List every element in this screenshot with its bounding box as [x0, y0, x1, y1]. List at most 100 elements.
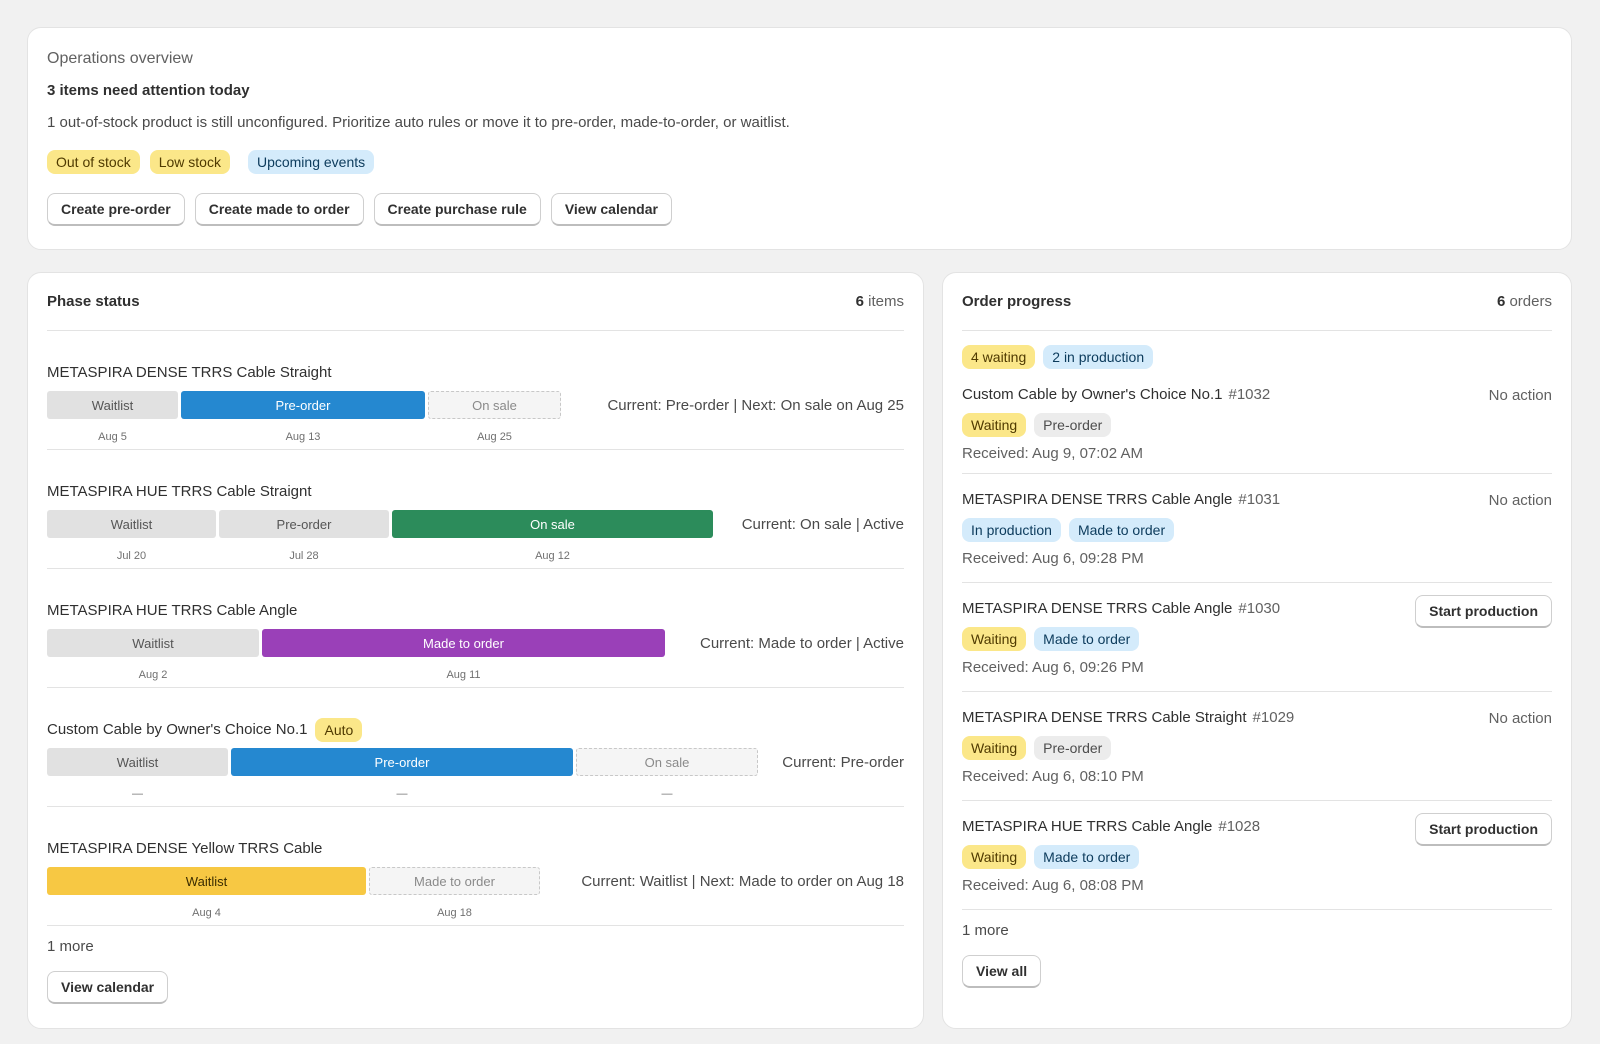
order-type-badge: Made to order: [1034, 627, 1140, 651]
phase-item: METASPIRA HUE TRRS Cable Angle Waitlist …: [47, 569, 904, 688]
order-count: 6 orders: [1497, 293, 1552, 310]
order-count-value: 6: [1496, 293, 1506, 310]
upcoming-events-badge: Upcoming events: [247, 150, 375, 174]
view-all-orders-button[interactable]: View all: [962, 955, 1042, 988]
waiting-filter-badge[interactable]: 4 waiting: [962, 345, 1036, 369]
phase-date: Aug 13: [285, 431, 321, 443]
phase-item: METASPIRA DENSE Yellow TRRS Cable Waitli…: [47, 807, 904, 926]
phase-segment-waitlist: Waitlist: [47, 391, 178, 419]
phase-more-link: 1 more: [47, 938, 94, 955]
phase-item-name: METASPIRA DENSE Yellow TRRS Cable: [47, 840, 323, 857]
order-product-name: METASPIRA DENSE TRRS Cable Straight: [962, 709, 1247, 726]
overview-headline: 3 items need attention today: [47, 82, 250, 99]
order-received: Received: Aug 9, 07:02 AM: [962, 445, 1143, 462]
phase-date: Jul 20: [116, 550, 147, 562]
order-received: Received: Aug 6, 08:08 PM: [962, 877, 1144, 894]
auto-badge: Auto: [315, 718, 363, 742]
create-purchase-rule-button[interactable]: Create purchase rule: [373, 193, 541, 226]
operations-overview-card: Operations overview 3 items need attenti…: [27, 27, 1572, 250]
order-status-badge: In production: [962, 518, 1061, 542]
order-product-name: Custom Cable by Owner's Choice No.1: [962, 386, 1223, 403]
phase-date: Jul 28: [289, 550, 319, 562]
phase-segment-on-sale: On sale: [576, 748, 758, 776]
order-received: Received: Aug 6, 09:26 PM: [962, 659, 1144, 676]
phase-date: Aug 2: [138, 669, 168, 681]
order-type-badge: Pre-order: [1034, 413, 1112, 437]
order-status-badge: Waiting: [962, 736, 1027, 760]
phase-item: METASPIRA DENSE TRRS Cable Straight Wait…: [47, 331, 904, 450]
phase-date: Aug 5: [98, 431, 127, 443]
phase-segment-waitlist: Waitlist: [47, 867, 366, 895]
phase-date: Aug 25: [477, 431, 512, 443]
phase-segment-waitlist: Waitlist: [47, 629, 259, 657]
phase-timeline: Waitlist Pre-order On sale: [47, 748, 758, 776]
phase-item: METASPIRA HUE TRRS Cable Straignt Waitli…: [47, 450, 904, 569]
phase-segment-pre-order: Pre-order: [219, 510, 389, 538]
order-product-name: METASPIRA DENSE TRRS Cable Angle: [962, 600, 1233, 617]
phase-item-name: METASPIRA DENSE TRRS Cable Straight: [47, 364, 332, 381]
start-production-button[interactable]: Start production: [1415, 595, 1552, 628]
phase-count-label: items: [868, 293, 904, 310]
out-of-stock-badge: Out of stock: [47, 150, 140, 174]
phase-segment-made-to-order: Made to order: [262, 629, 665, 657]
in-production-filter-badge[interactable]: 2 in production: [1043, 345, 1154, 369]
phase-view-calendar-button[interactable]: View calendar: [47, 971, 169, 1004]
order-product-name: METASPIRA DENSE TRRS Cable Angle: [962, 491, 1233, 508]
order-item: METASPIRA HUE TRRS Cable Angle #1028 Star…: [962, 801, 1552, 910]
phase-item-status: Current: On sale | Active: [741, 515, 904, 533]
phase-timeline: Waitlist Pre-order On sale: [47, 391, 561, 419]
overview-description: 1 out-of-stock product is still unconfig…: [47, 114, 790, 131]
order-progress-card: Order progress 6 orders 4 waiting 2 in p…: [942, 272, 1572, 1029]
order-type-badge: Made to order: [1068, 518, 1175, 542]
phase-date: Aug 18: [437, 907, 472, 919]
order-item: METASPIRA DENSE TRRS Cable Angle #1031 No…: [962, 474, 1552, 583]
phase-segment-waitlist: Waitlist: [47, 748, 228, 776]
order-action-text: No action: [1488, 386, 1552, 404]
order-count-label: orders: [1509, 293, 1552, 310]
overview-badges: Out of stock Low stock Upcoming events: [47, 150, 1552, 174]
order-item: METASPIRA DENSE TRRS Cable Angle #1030 St…: [962, 583, 1552, 692]
order-number[interactable]: #1032: [1228, 386, 1271, 403]
view-calendar-button[interactable]: View calendar: [550, 193, 672, 226]
order-number[interactable]: #1028: [1218, 818, 1261, 835]
phase-item-status: Current: Made to order | Active: [700, 634, 904, 652]
phase-date: Aug 11: [446, 669, 481, 681]
phase-timeline: Waitlist Pre-order On sale: [47, 510, 713, 538]
phase-segment-on-sale: On sale: [392, 510, 713, 538]
order-action-text: No action: [1488, 491, 1552, 509]
order-action-text: No action: [1488, 709, 1552, 727]
phase-item-name: METASPIRA HUE TRRS Cable Angle: [47, 602, 298, 619]
order-number[interactable]: #1030: [1238, 600, 1281, 617]
phase-item-status: Current: Pre-order | Next: On sale on Au…: [607, 396, 904, 414]
order-number[interactable]: #1031: [1238, 491, 1281, 508]
phase-date: Aug 12: [535, 550, 570, 562]
phase-date: —: [396, 788, 408, 800]
order-status-badge: Waiting: [962, 627, 1027, 651]
phase-timeline: Waitlist Made to order: [47, 867, 540, 895]
phase-segment-pre-order: Pre-order: [181, 391, 425, 419]
phase-segment-waitlist: Waitlist: [47, 510, 216, 538]
order-number[interactable]: #1029: [1252, 709, 1295, 726]
phase-segment-made-to-order: Made to order: [369, 867, 540, 895]
phase-status-title: Phase status: [47, 293, 140, 310]
order-type-badge: Pre-order: [1034, 736, 1112, 760]
overview-actions: Create pre-order Create made to order Cr…: [47, 193, 1552, 226]
order-status-badge: Waiting: [962, 413, 1027, 437]
phase-date: Aug 4: [192, 907, 221, 919]
phase-timeline: Waitlist Made to order: [47, 629, 665, 657]
order-type-badge: Made to order: [1034, 845, 1140, 869]
phase-item-name: METASPIRA HUE TRRS Cable Straignt: [47, 483, 312, 500]
order-item: Custom Cable by Owner's Choice No.1 #1032…: [962, 369, 1552, 474]
phase-item-name: Custom Cable by Owner's Choice No.1: [47, 721, 308, 738]
order-progress-title: Order progress: [962, 293, 1072, 310]
phase-date: —: [661, 788, 673, 800]
low-stock-badge: Low stock: [149, 150, 230, 174]
phase-item-count: 6 items: [856, 293, 904, 310]
start-production-button[interactable]: Start production: [1415, 813, 1552, 846]
phase-status-header: Phase status 6 items: [47, 273, 904, 331]
phase-item-status: Current: Waitlist | Next: Made to order …: [581, 872, 904, 890]
create-made-to-order-button[interactable]: Create made to order: [194, 193, 364, 226]
order-received: Received: Aug 6, 08:10 PM: [962, 768, 1144, 785]
phase-segment-pre-order: Pre-order: [231, 748, 573, 776]
create-pre-order-button[interactable]: Create pre-order: [47, 193, 185, 226]
